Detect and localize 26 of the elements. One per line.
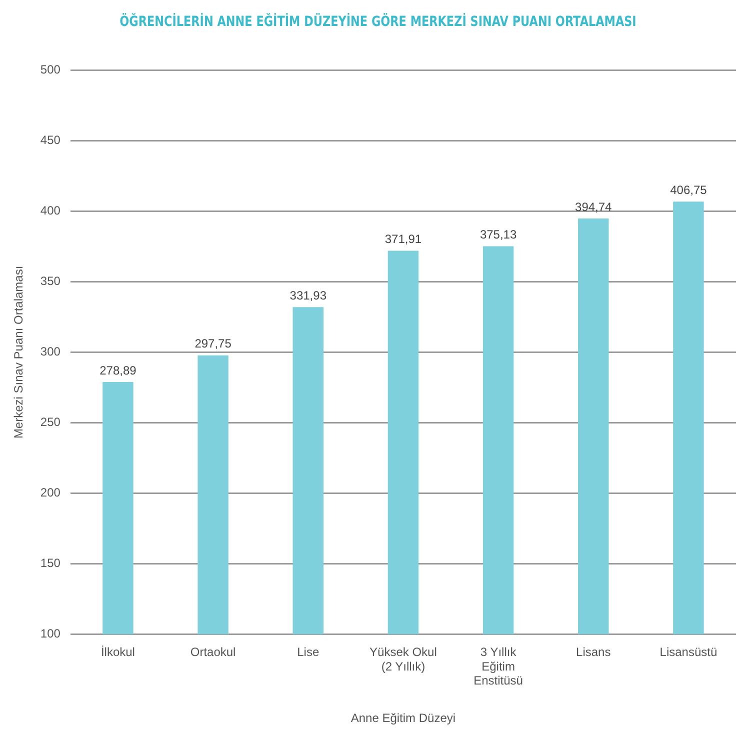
x-tick-label: Ortaokul <box>190 644 236 659</box>
y-tick-label: 400 <box>40 203 61 218</box>
x-tick-label: Yüksek Okul (2 Yıllık) <box>370 644 437 674</box>
y-tick-label: 150 <box>40 556 61 570</box>
data-label: 406,75 <box>670 182 708 197</box>
y-tick-label: 100 <box>40 626 61 641</box>
y-tick-label: 500 <box>40 62 61 76</box>
y-tick-label: 250 <box>40 415 61 430</box>
x-tick-label: 3 Yıllık Eğitim Enstitüsü <box>474 644 523 688</box>
x-tick-label: Lisansüstü <box>660 644 718 659</box>
chart-title: ÖĞRENCİLERİN ANNE EĞİTİM DÜZEYİNE GÖRE MERKEZİ SINAV PUANI ORTALAMASI <box>118 14 638 30</box>
data-label: 297,75 <box>194 336 232 351</box>
y-tick-label: 350 <box>40 274 61 288</box>
x-tick-label: Lise <box>297 644 320 659</box>
y-axis-title: Merkezi Sınav Puanı Ortalaması <box>12 266 26 439</box>
x-tick-label: Lisans <box>576 644 611 659</box>
data-label: 394,74 <box>575 200 612 214</box>
data-label: 278,89 <box>100 363 137 378</box>
x-axis-title: Anne Eğitim Düzeyi <box>350 711 456 726</box>
y-tick-label: 200 <box>40 486 61 500</box>
data-label: 331,93 <box>290 288 327 302</box>
data-label: 375,13 <box>480 228 517 242</box>
data-label: 371,91 <box>384 232 422 246</box>
y-tick-label: 300 <box>40 344 61 359</box>
y-tick-label: 450 <box>40 132 61 147</box>
x-tick-label: İlkokul <box>100 644 135 659</box>
